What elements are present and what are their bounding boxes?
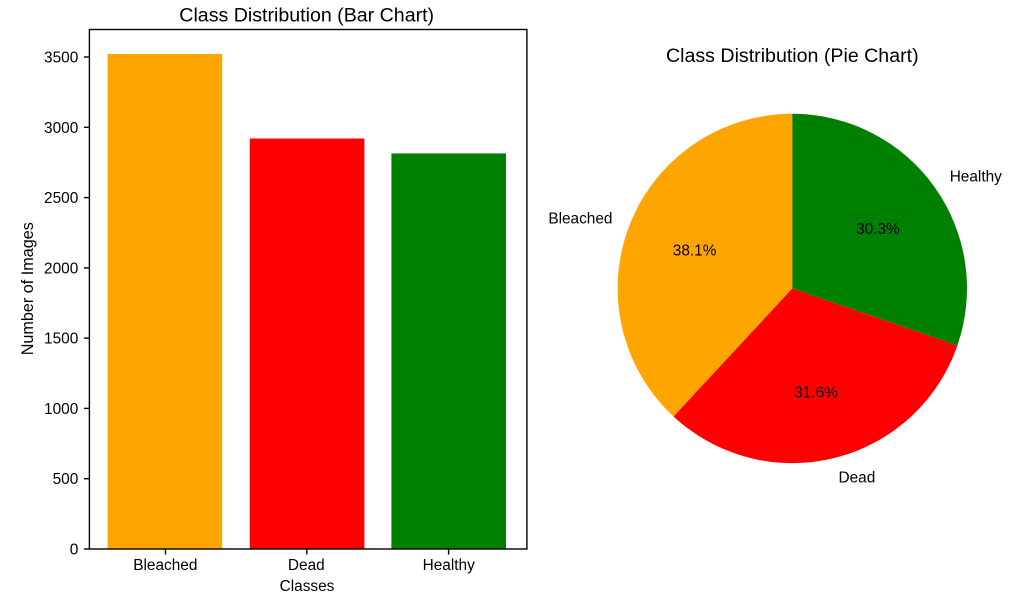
- svg-text:31.6%: 31.6%: [794, 384, 838, 401]
- svg-text:0: 0: [70, 542, 79, 559]
- svg-text:Bleached: Bleached: [133, 557, 197, 574]
- svg-text:Healthy: Healthy: [950, 169, 1002, 186]
- svg-text:30.3%: 30.3%: [856, 221, 900, 238]
- svg-text:500: 500: [53, 471, 79, 488]
- svg-text:Class Distribution (Pie Chart): Class Distribution (Pie Chart): [666, 45, 919, 67]
- svg-text:1500: 1500: [44, 331, 78, 348]
- svg-text:38.1%: 38.1%: [673, 243, 717, 260]
- svg-text:Class Distribution (Bar Chart): Class Distribution (Bar Chart): [179, 4, 434, 26]
- svg-text:Bleached: Bleached: [548, 211, 612, 228]
- svg-text:2500: 2500: [44, 190, 78, 207]
- svg-text:Healthy: Healthy: [423, 557, 475, 574]
- svg-text:Number of Images: Number of Images: [19, 222, 37, 355]
- svg-text:1000: 1000: [44, 401, 78, 418]
- svg-text:Dead: Dead: [839, 470, 876, 487]
- svg-text:Classes: Classes: [280, 578, 335, 595]
- svg-text:3500: 3500: [44, 50, 78, 67]
- svg-text:Dead: Dead: [288, 557, 325, 574]
- svg-text:3000: 3000: [44, 120, 78, 137]
- svg-text:2000: 2000: [44, 260, 78, 277]
